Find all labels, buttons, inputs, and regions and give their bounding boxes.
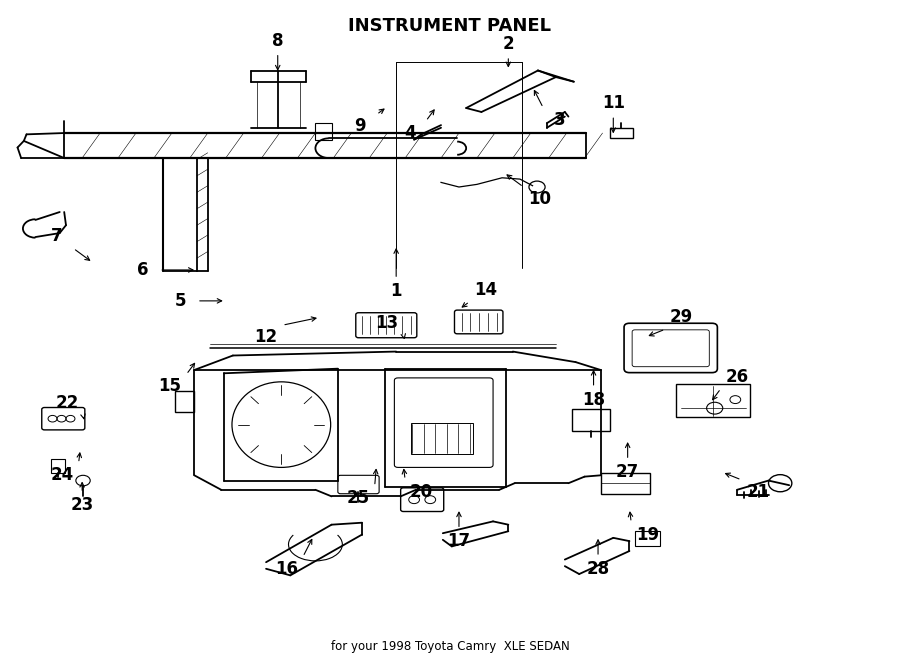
Text: 14: 14 [474, 281, 498, 299]
Text: 20: 20 [410, 483, 433, 501]
Text: 13: 13 [375, 313, 399, 332]
Text: 27: 27 [616, 463, 639, 481]
Text: 17: 17 [447, 532, 471, 550]
Text: 16: 16 [275, 560, 298, 578]
Bar [175, 391, 194, 412]
Text: 26: 26 [725, 368, 749, 385]
Text: 19: 19 [635, 525, 659, 543]
Bar [634, 531, 660, 546]
Text: 9: 9 [355, 118, 366, 136]
Bar [410, 422, 473, 454]
Text: 5: 5 [176, 292, 186, 310]
Text: INSTRUMENT PANEL: INSTRUMENT PANEL [348, 17, 552, 34]
Bar [315, 123, 331, 139]
Bar [676, 385, 750, 417]
Text: 3: 3 [554, 111, 565, 129]
Text: 12: 12 [255, 328, 277, 346]
Text: 8: 8 [272, 32, 284, 50]
Text: 21: 21 [746, 483, 769, 501]
Bar [572, 409, 609, 430]
Text: 15: 15 [158, 377, 182, 395]
Bar [609, 128, 633, 138]
Bar [600, 473, 650, 494]
Text: 1: 1 [391, 282, 402, 300]
Text: 6: 6 [138, 261, 148, 279]
Text: 22: 22 [55, 394, 78, 412]
Text: 11: 11 [602, 95, 625, 112]
Text: 23: 23 [70, 496, 94, 514]
Text: 4: 4 [404, 124, 416, 142]
Text: 18: 18 [582, 391, 605, 408]
Text: 25: 25 [346, 489, 370, 508]
Text: 24: 24 [50, 466, 74, 485]
Text: 7: 7 [51, 227, 63, 245]
Text: 29: 29 [670, 308, 693, 327]
Text: 2: 2 [502, 35, 514, 53]
Bar [50, 459, 65, 473]
Text: for your 1998 Toyota Camry  XLE SEDAN: for your 1998 Toyota Camry XLE SEDAN [330, 640, 570, 653]
Text: 10: 10 [528, 190, 551, 208]
Text: 28: 28 [587, 560, 609, 578]
